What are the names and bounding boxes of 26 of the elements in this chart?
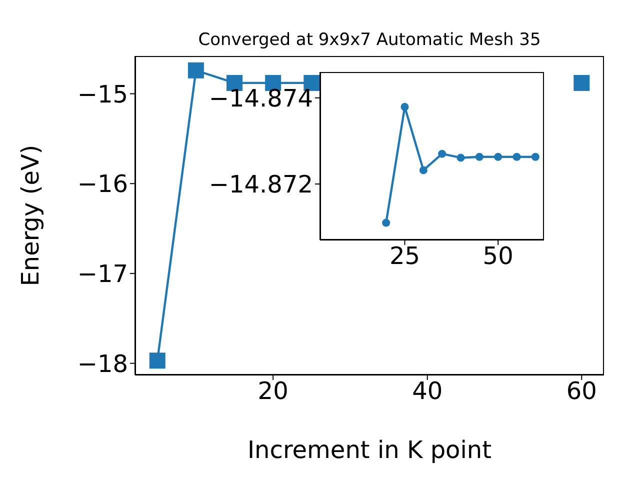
point bbox=[149, 352, 166, 369]
point bbox=[494, 152, 502, 161]
x-axis-title: Increment in K point bbox=[247, 436, 492, 464]
point bbox=[475, 152, 484, 161]
y-tick-label: −15 bbox=[77, 80, 128, 108]
y-tick-label: −14.872 bbox=[208, 170, 313, 199]
point bbox=[438, 150, 446, 158]
x-tick-label: 25 bbox=[389, 242, 420, 270]
point bbox=[456, 154, 465, 162]
y-tick-label: −18 bbox=[77, 350, 128, 378]
y-tick-label: −16 bbox=[77, 170, 128, 198]
x-tick-label: 50 bbox=[482, 242, 514, 270]
chart-title: Converged at 9x9x7 Automatic Mesh 35 bbox=[197, 30, 542, 50]
point bbox=[382, 218, 390, 227]
y-tick-label: −17 bbox=[77, 260, 128, 288]
point bbox=[574, 74, 590, 91]
point bbox=[400, 102, 409, 111]
point bbox=[188, 62, 204, 78]
y-tick-label: −14.874 bbox=[208, 84, 313, 112]
x-tick-label: 40 bbox=[412, 377, 443, 406]
x-tick-label: 20 bbox=[258, 377, 288, 406]
point bbox=[419, 166, 428, 174]
point bbox=[512, 152, 521, 161]
point bbox=[531, 152, 540, 161]
x-tick-label: 60 bbox=[566, 377, 597, 406]
y-axis-title: Energy (eV) bbox=[16, 144, 45, 286]
